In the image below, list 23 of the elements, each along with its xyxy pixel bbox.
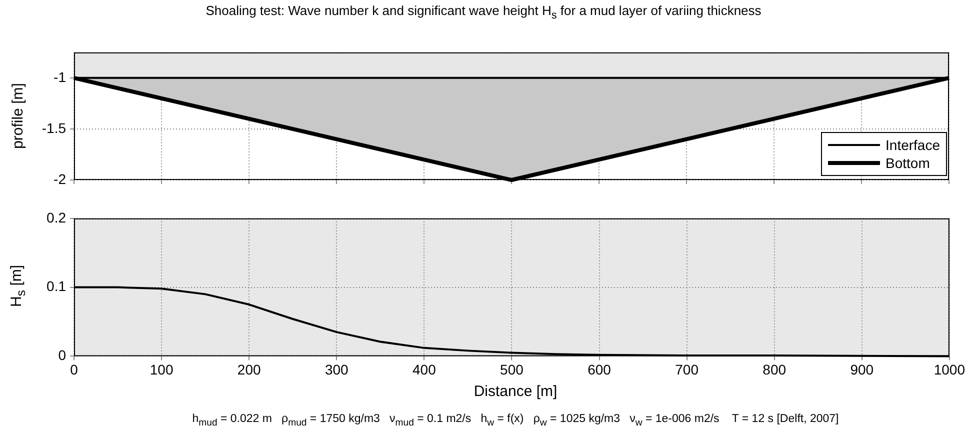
y-tick-label: 0.1 (46, 278, 66, 294)
legend-label: Bottom (886, 155, 930, 171)
x-tick-label: 700 (675, 361, 699, 378)
x-tick-label: 400 (412, 361, 436, 378)
y-tick-label: 0 (58, 347, 66, 364)
x-tick-label: 500 (500, 361, 524, 378)
chart-title: Shoaling test: Wave number k and significant wave height H$_{s}$ for a mud layer of variing thickness (204, 3, 762, 22)
y-axis-title: profile [m] (10, 83, 26, 149)
x-tick-label: 900 (850, 361, 874, 378)
y-tick-label: -1.5 (42, 120, 66, 136)
x-tick-label: 1000 (934, 361, 966, 378)
text: h$_{mud}$ = 0.022 m ρ$_{mud}$ = 1750 kg/m3 ν$_{mud}$ = 0.1 m2/s h$_{w}$ = f(x) ρ$_{w}$ = 1025 kg/m3 ν$_{w}$ = 1e-006 m2/s T = 12 s [Delft, 2007] (192, 413, 839, 428)
x-tick-label: 600 (588, 361, 612, 378)
y-tick-label: -2 (54, 170, 66, 187)
legend-label: Interface (886, 137, 940, 153)
x-axis-title: Distance [m] (474, 383, 558, 400)
x-tick-label: 200 (237, 361, 261, 378)
y-tick-label: -1 (54, 68, 66, 85)
x-tick-label: 0 (70, 361, 78, 378)
x-tick-label: 100 (150, 361, 174, 378)
x-tick-label: 800 (762, 361, 786, 378)
y-tick-label: 0.2 (46, 209, 66, 226)
x-tick-label: 300 (324, 361, 349, 378)
